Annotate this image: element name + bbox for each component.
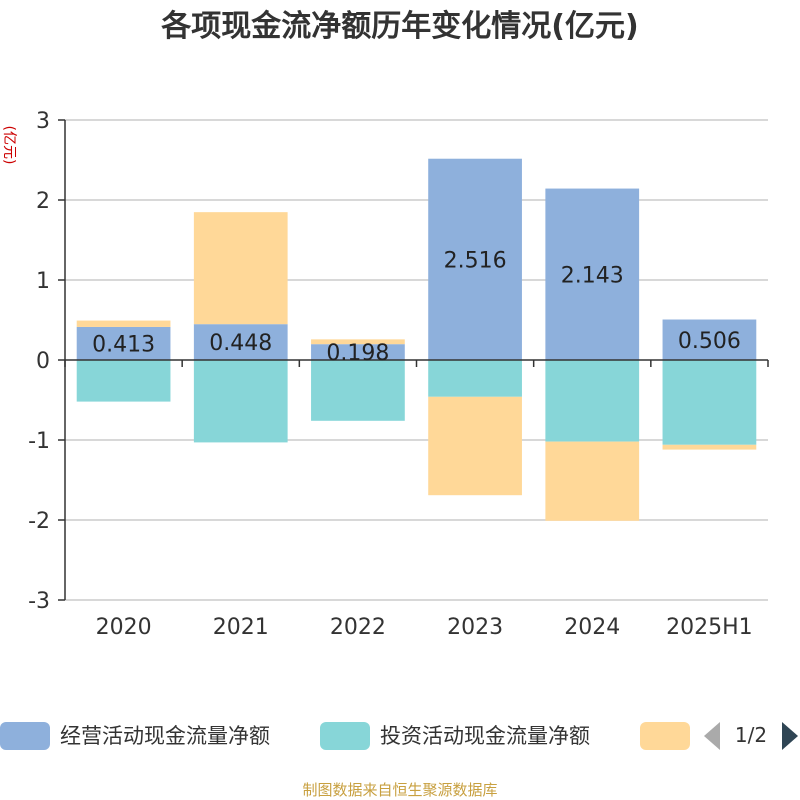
data-label: 0.198: [326, 341, 389, 366]
bar-segment: [193, 212, 288, 325]
bar-segment: [76, 360, 171, 402]
data-labels: 0.413 0.448 0.198 2.516 2.143 0.506: [92, 248, 741, 366]
x-tick-label: 2022: [330, 615, 386, 640]
y-axis-unit: (亿元): [1, 126, 17, 165]
bar-segment: [311, 339, 405, 345]
bar-segment: [311, 344, 405, 360]
y-tick-label: -1: [28, 429, 50, 454]
bar-segment: [545, 360, 640, 442]
x-tick-label: 2024: [564, 615, 620, 640]
grid-lines: [65, 119, 768, 601]
chart-title: 各项现金流净额历年变化情况(亿元): [160, 9, 638, 44]
x-tick-label: 2023: [447, 615, 503, 640]
bar-segment: [311, 360, 405, 421]
data-label: 0.413: [92, 332, 155, 357]
legend-swatch[interactable]: [640, 722, 690, 750]
legend-swatch[interactable]: [0, 722, 50, 750]
legend-swatch[interactable]: [320, 722, 370, 750]
bar-segment: [428, 158, 522, 360]
bar-segment: [662, 360, 757, 445]
bar-segment: [662, 319, 757, 360]
bar-segment: [662, 444, 757, 450]
y-tick-label: -3: [28, 589, 50, 614]
data-label: 2.516: [444, 248, 507, 273]
bar-segment: [545, 188, 640, 360]
data-label: 0.506: [678, 329, 741, 354]
x-tick-label: 2020: [96, 615, 152, 640]
legend-prev-page-icon[interactable]: [704, 722, 720, 750]
bar-segment: [76, 320, 171, 327]
bar-segment: [545, 441, 640, 521]
legend-page-indicator: 1/2: [735, 723, 767, 747]
bar-segment: [193, 360, 288, 443]
x-tick-label: 2021: [213, 615, 269, 640]
bar-segment: [76, 326, 171, 360]
bar-segment: [428, 360, 522, 397]
bars: [76, 158, 757, 521]
y-tick-label: 0: [36, 349, 50, 374]
data-label: 0.448: [209, 331, 272, 356]
y-tick-label: -2: [28, 509, 50, 534]
data-label: 2.143: [561, 263, 624, 288]
tick-labels: 3 2 1 0 -1 -2 -3 2020 2021 2022 2023 2024 2025H1: [28, 109, 753, 640]
legend-label[interactable]: 投资活动现金流量净额: [380, 724, 590, 748]
bar-segment: [193, 324, 288, 360]
legend-pager: 1/2: [704, 722, 798, 750]
legend-label[interactable]: 经营活动现金流量净额: [60, 724, 270, 748]
y-tick-label: 1: [36, 269, 50, 294]
bar-segment: [428, 396, 522, 496]
axes: [58, 119, 769, 601]
x-tick-label: 2025H1: [666, 615, 753, 640]
legend-next-page-icon[interactable]: [782, 722, 798, 750]
legend: 经营活动现金流量净额 投资活动现金流量净额: [0, 722, 690, 750]
y-tick-label: 2: [36, 189, 50, 214]
y-tick-label: 3: [36, 109, 50, 134]
source-note: 制图数据来自恒生聚源数据库: [302, 781, 497, 799]
